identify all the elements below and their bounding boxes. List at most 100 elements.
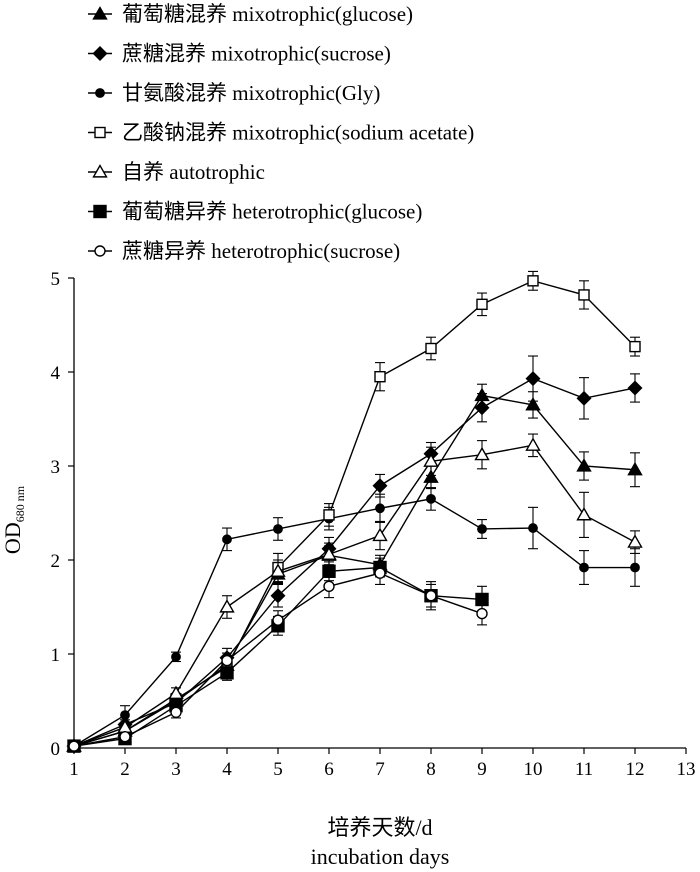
legend-label: 蔗糖混养 mixotrophic(sucrose): [122, 42, 391, 66]
x-tick-label: 4: [222, 759, 232, 780]
data-point: [525, 396, 541, 411]
data-point: [374, 567, 386, 579]
legend-item-3: 乙酸钠混养 mixotrophic(sodium acetate): [88, 121, 474, 145]
y-tick-label: 0: [51, 739, 61, 760]
data-point: [170, 706, 182, 718]
x-tick-label: 13: [677, 759, 696, 780]
y-tick-label: 4: [51, 363, 61, 384]
y-axis-label-sub: 680 nm: [13, 485, 27, 522]
y-tick-label: 1: [51, 645, 61, 666]
data-point: [627, 534, 643, 548]
data-point: [627, 380, 643, 396]
data-point: [270, 588, 286, 604]
data-point: [221, 654, 233, 667]
legend-label: 甘氨酸混养 mixotrophic(Gly): [122, 81, 380, 105]
legend-item-4: 自养 autotrophic: [88, 160, 265, 184]
series-line: [73, 498, 635, 747]
x-tick-label: 9: [477, 759, 487, 780]
data-point: [629, 340, 641, 353]
legend-marker: [93, 204, 107, 219]
x-tick-label: 10: [524, 759, 543, 780]
data-point: [270, 563, 286, 577]
x-axis-label-cn: 培养天数/d: [327, 815, 432, 840]
y-tick-label: 5: [51, 269, 61, 290]
data-point: [222, 534, 232, 545]
data-point: [579, 562, 589, 573]
series-6: [68, 561, 488, 752]
legend-marker: [94, 126, 106, 139]
y-axis-label: OD680 nm: [0, 485, 27, 554]
data-point: [425, 590, 437, 602]
x-tick-label: 7: [375, 759, 385, 780]
legend-label: 乙酸钠混养 mixotrophic(sodium acetate): [122, 121, 474, 145]
x-tick-label: 6: [324, 759, 334, 780]
legend-label: 自养 autotrophic: [122, 160, 265, 184]
series-3: [68, 270, 641, 752]
data-point: [474, 400, 490, 416]
data-point: [476, 298, 488, 311]
data-point: [423, 453, 439, 467]
legend-label: 蔗糖异养 heterotrophic(sucrose): [122, 239, 400, 263]
data-point: [525, 371, 541, 387]
legend-marker: [92, 6, 108, 20]
series-layer: [66, 270, 643, 754]
series-line: [73, 280, 636, 747]
legend-item-1: 蔗糖混养 mixotrophic(sucrose): [88, 42, 391, 66]
data-point: [578, 289, 590, 301]
data-point: [372, 527, 388, 542]
data-point: [528, 523, 538, 533]
data-point: [375, 503, 385, 514]
data-point: [219, 599, 235, 613]
data-point: [323, 509, 335, 521]
data-point: [576, 506, 592, 521]
legend-item-2: 甘氨酸混养 mixotrophic(Gly): [88, 81, 380, 105]
data-point: [474, 446, 490, 461]
data-point: [374, 371, 386, 383]
data-point: [630, 562, 640, 573]
data-point: [477, 524, 487, 534]
data-point: [576, 390, 592, 406]
data-point: [273, 524, 283, 534]
data-point: [119, 731, 131, 743]
legend-item-5: 葡萄糖异养 heterotrophic(glucose): [88, 200, 422, 224]
y-axis-label-main: OD: [0, 522, 25, 554]
x-tick-label: 1: [69, 759, 79, 780]
data-point: [272, 614, 284, 626]
legend-marker: [92, 46, 108, 61]
legend-item-0: 葡萄糖混养 mixotrophic(glucose): [88, 2, 413, 26]
data-point: [120, 710, 130, 720]
data-point: [527, 275, 539, 287]
legend-marker: [94, 245, 106, 257]
data-point: [68, 740, 80, 752]
legend: 葡萄糖混养 mixotrophic(glucose) 蔗糖混养 mixotroph…: [88, 2, 474, 263]
x-tick-label: 2: [120, 759, 130, 780]
data-point: [323, 580, 335, 593]
data-point: [627, 461, 643, 476]
data-point: [423, 469, 439, 483]
series-1: [66, 355, 643, 754]
series-line: [73, 377, 636, 747]
x-tick-label: 5: [273, 759, 283, 780]
legend-label: 葡萄糖混养 mixotrophic(glucose): [122, 2, 413, 26]
y-tick-label: 2: [51, 551, 61, 572]
x-tick-label: 11: [575, 759, 593, 780]
legend-marker: [92, 164, 108, 178]
data-point: [425, 342, 437, 355]
data-point: [321, 546, 337, 560]
series-line: [73, 394, 636, 747]
legend-item-6: 蔗糖异养 heterotrophic(sucrose): [88, 239, 400, 263]
series-line: [73, 444, 636, 747]
data-point: [372, 478, 388, 494]
y-tick-label: 3: [51, 457, 61, 478]
data-point: [576, 458, 592, 472]
x-tick-label: 8: [426, 759, 436, 780]
data-point: [426, 493, 436, 504]
x-axis-label-en: incubation days: [311, 844, 450, 869]
x-tick-label: 12: [626, 759, 645, 780]
legend-marker: [95, 88, 105, 98]
series-4: [66, 433, 643, 752]
legend-label: 葡萄糖异养 heterotrophic(glucose): [122, 200, 422, 224]
x-tick-label: 3: [171, 759, 181, 780]
